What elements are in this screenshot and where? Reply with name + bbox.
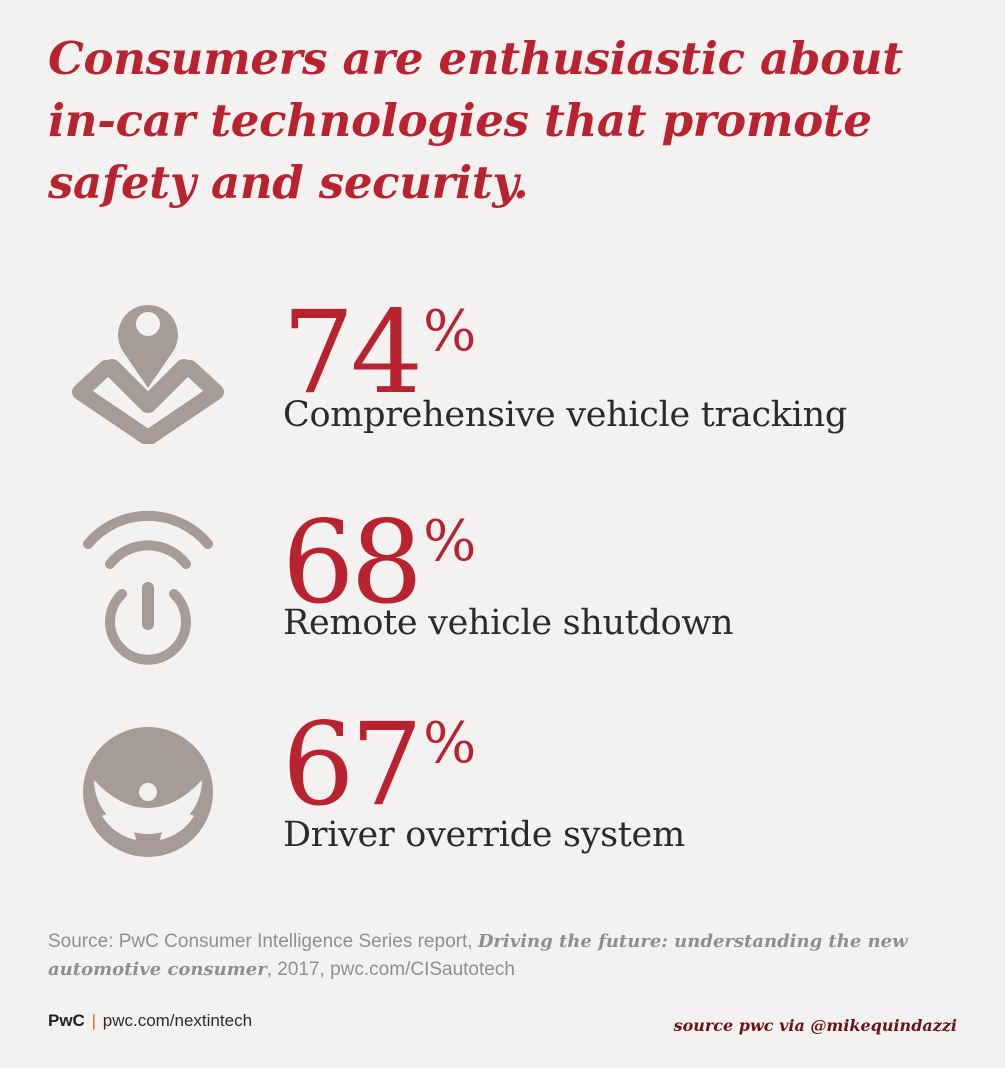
report-title: Driving the future: understanding the ne… [48, 931, 908, 980]
stat-percentage: 68% [282, 496, 477, 629]
source-citation: Source: PwC Consumer Intelligence Series… [48, 928, 968, 984]
credit-text: source pwc via @mikequindazzi [673, 1016, 957, 1035]
stat-percentage: 67% [282, 698, 477, 831]
location-pin-icon [72, 284, 224, 444]
stat-percentage: 74% [282, 286, 477, 419]
brand-url: pwc.com/nextintech [102, 1011, 253, 1030]
source-suffix: , 2017, pwc.com/CISautotech [266, 959, 515, 980]
headline: Consumers are enthusiastic about in-car … [48, 32, 903, 209]
remote-power-icon [72, 506, 224, 666]
steering-wheel-icon [72, 712, 224, 872]
stat-label: Remote vehicle shutdown [283, 603, 734, 643]
stat-label: Comprehensive vehicle tracking [283, 395, 847, 435]
brand-name: PwC [48, 1011, 85, 1030]
stat-label: Driver override system [283, 815, 685, 855]
source-prefix: Source: PwC Consumer Intelligence Series… [48, 931, 478, 952]
footer-brand: PwC | pwc.com/nextintech [48, 1011, 252, 1031]
brand-separator: | [91, 1011, 96, 1030]
